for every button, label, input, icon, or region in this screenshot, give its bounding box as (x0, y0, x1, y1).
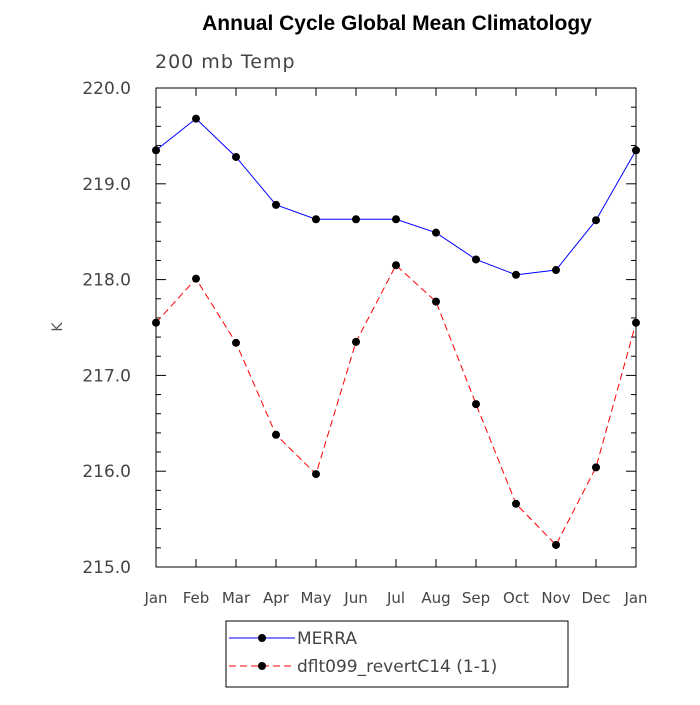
legend-entry: dflt099_revertC14 (1-1) (229, 657, 497, 677)
y-axis-label: K (50, 322, 66, 332)
data-point (552, 540, 560, 549)
x-tick-label: Jan (623, 589, 647, 607)
x-tick-label: Dec (581, 589, 610, 607)
data-point (192, 274, 200, 283)
data-point (232, 338, 240, 347)
legend-box (225, 620, 569, 688)
x-tick-label: Apr (263, 589, 290, 607)
data-point (352, 337, 360, 346)
plot-frame (155, 87, 637, 568)
data-point (392, 215, 400, 224)
data-point (312, 470, 320, 479)
series-2 (152, 261, 640, 549)
series-line (155, 117, 637, 276)
x-tick-label: Jan (143, 589, 167, 607)
data-point (152, 318, 160, 327)
data-point (272, 200, 280, 209)
legend-label: dflt099_revertC14 (1-1) (297, 657, 497, 677)
x-tick-label: Oct (503, 589, 529, 607)
x-tick-label: Aug (421, 589, 450, 607)
legend-marker (258, 662, 266, 670)
data-point (272, 430, 280, 439)
data-point (632, 318, 640, 327)
series-1 (152, 114, 640, 279)
data-point (592, 463, 600, 472)
data-point (552, 266, 560, 275)
x-tick-label: Jun (343, 589, 367, 607)
y-tick-label: 218.0 (82, 271, 131, 291)
data-point (392, 261, 400, 270)
data-point (512, 270, 520, 279)
x-tick-label: Feb (183, 589, 210, 607)
data-point (592, 216, 600, 225)
x-tick-label: Jul (386, 589, 405, 607)
data-point (352, 215, 360, 224)
data-point (192, 114, 200, 123)
x-tick-label: Sep (462, 589, 490, 607)
y-tick-label: 216.0 (82, 462, 131, 482)
data-point (432, 297, 440, 306)
series-line (155, 264, 637, 546)
data-point (232, 152, 240, 161)
data-point (472, 255, 480, 264)
y-tick-label: 220.0 (82, 79, 131, 99)
y-tick-label: 217.0 (82, 366, 131, 386)
legend: MERRA dflt099_revertC14 (1-1) (225, 620, 569, 688)
chart-subtitle: 200 mb Temp (155, 51, 296, 73)
data-point (472, 400, 480, 409)
x-tick-label: May (300, 589, 331, 607)
series-layer (152, 114, 640, 549)
data-point (632, 146, 640, 155)
data-point (432, 228, 440, 237)
legend-marker (258, 634, 266, 642)
chart-title: Annual Cycle Global Mean Climatology (202, 12, 592, 35)
data-point (512, 499, 520, 508)
data-point (152, 146, 160, 155)
axis-ticks: Jan Feb Mar Apr May Jun Jul Aug Sep Oct Nov Dec Jan 2… (82, 79, 647, 607)
legend-entry: MERRA (229, 629, 357, 649)
y-tick-label: 219.0 (82, 175, 131, 195)
x-tick-label: Nov (541, 589, 570, 607)
legend-label: MERRA (297, 629, 357, 649)
y-tick-label: 215.0 (82, 558, 131, 578)
data-point (312, 215, 320, 224)
x-tick-label: Mar (222, 589, 251, 607)
